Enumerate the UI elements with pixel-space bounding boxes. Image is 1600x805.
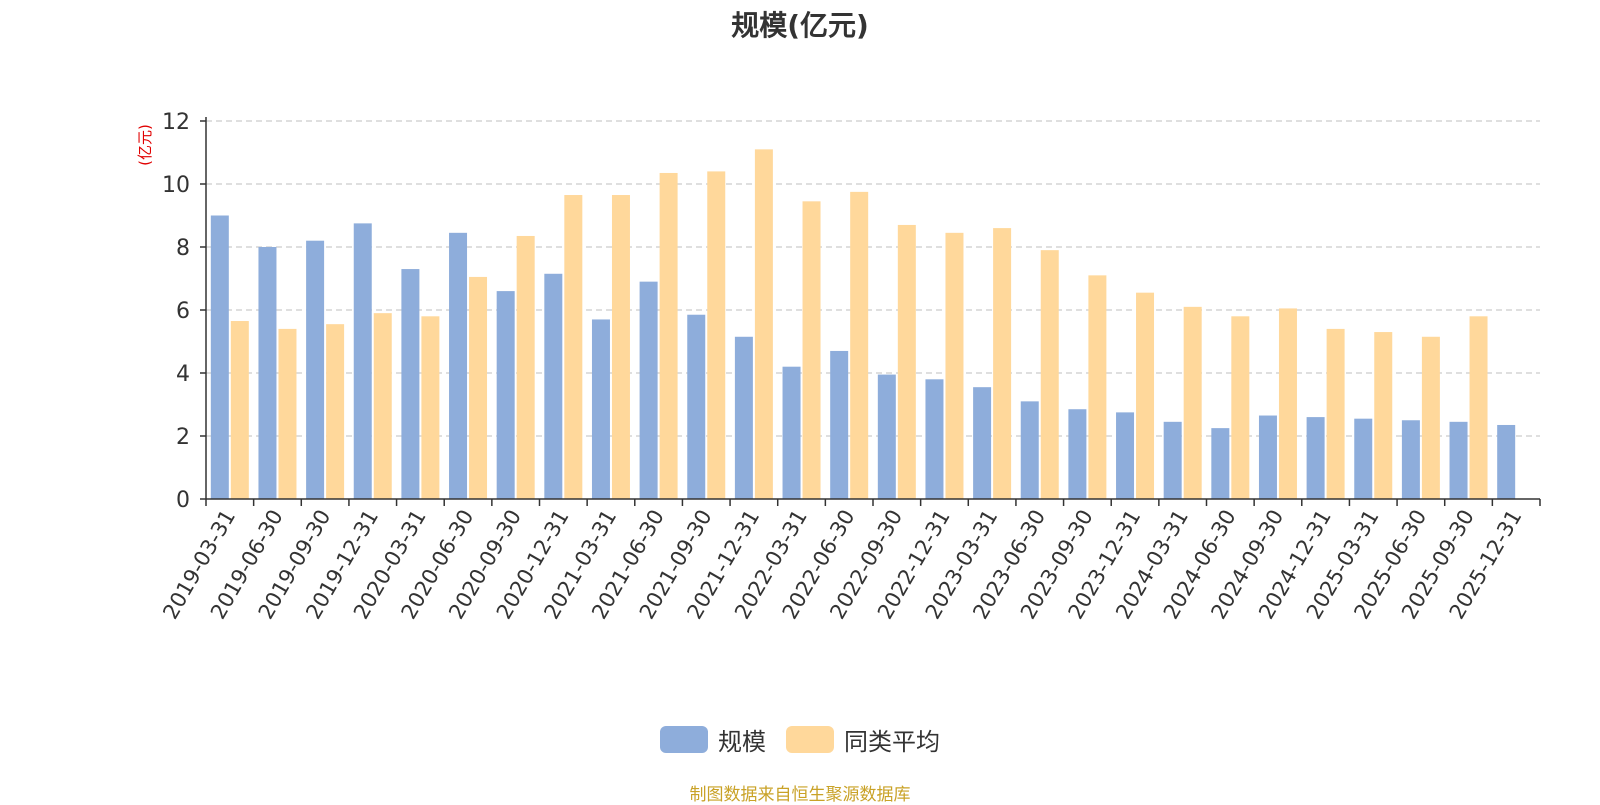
legend-label-scale: 规模: [718, 728, 766, 756]
bar-scale[interactable]: [1211, 428, 1230, 499]
y-tick-label: 12: [162, 110, 190, 135]
bar-peer-average[interactable]: [659, 172, 678, 499]
bar-scale[interactable]: [925, 379, 944, 499]
bar-peer-average[interactable]: [230, 321, 249, 499]
chart-title: 规模(亿元): [731, 9, 869, 42]
bar-peer-average[interactable]: [469, 276, 488, 499]
bar-scale[interactable]: [496, 291, 515, 499]
bar-scale[interactable]: [544, 273, 563, 499]
bar-scale[interactable]: [1354, 418, 1373, 499]
y-tick-label: 10: [162, 173, 190, 198]
source-note: 制图数据来自恒生聚源数据库: [689, 785, 911, 805]
bar-scale[interactable]: [687, 314, 706, 499]
bar-peer-average[interactable]: [802, 201, 821, 499]
bar-scale[interactable]: [1068, 409, 1087, 499]
bar-peer-average[interactable]: [1183, 306, 1202, 499]
y-axis-label: (亿元): [136, 124, 154, 166]
bar-scale[interactable]: [782, 366, 801, 499]
bar-scale[interactable]: [591, 319, 610, 499]
legend-swatch-scale: [660, 726, 708, 753]
y-tick-label: 2: [176, 425, 190, 450]
bar-peer-average[interactable]: [945, 232, 964, 499]
bar-scale[interactable]: [1401, 420, 1420, 499]
bar-peer-average[interactable]: [373, 313, 392, 499]
bar-peer-average[interactable]: [278, 328, 297, 499]
bar-scale[interactable]: [258, 247, 277, 499]
bar-scale[interactable]: [401, 269, 420, 499]
legend-swatch-peer-average: [786, 726, 834, 753]
bar-peer-average[interactable]: [564, 195, 583, 499]
bar-peer-average[interactable]: [707, 171, 726, 499]
bar-scale[interactable]: [877, 374, 896, 499]
y-tick-label: 8: [176, 236, 190, 261]
bars: [210, 149, 1516, 500]
bar-scale[interactable]: [449, 232, 468, 499]
bar-scale[interactable]: [1306, 417, 1325, 499]
bar-scale[interactable]: [210, 215, 229, 500]
bar-peer-average[interactable]: [1421, 336, 1440, 499]
bar-peer-average[interactable]: [850, 191, 869, 499]
bar-scale[interactable]: [1163, 421, 1182, 499]
bar-peer-average[interactable]: [1278, 308, 1297, 499]
bar-scale[interactable]: [830, 350, 849, 499]
bar-scale[interactable]: [1020, 401, 1039, 499]
bar-scale[interactable]: [734, 336, 753, 499]
bar-scale[interactable]: [1497, 424, 1516, 499]
bar-scale[interactable]: [353, 223, 372, 499]
bar-scale[interactable]: [1258, 415, 1277, 499]
bar-peer-average[interactable]: [1374, 332, 1393, 499]
y-tick-label: 6: [176, 299, 190, 324]
bar-scale[interactable]: [1116, 412, 1135, 499]
bar-scale[interactable]: [639, 281, 658, 499]
bar-peer-average[interactable]: [1040, 250, 1059, 499]
bar-peer-average[interactable]: [326, 324, 345, 499]
y-tick-label: 0: [176, 488, 190, 513]
bar-scale[interactable]: [1449, 421, 1468, 499]
legend: 规模 同类平均: [0, 722, 1600, 757]
y-tick-label: 4: [176, 362, 190, 387]
bar-peer-average[interactable]: [1469, 316, 1488, 499]
bar-peer-average[interactable]: [516, 235, 535, 499]
bar-peer-average[interactable]: [611, 195, 630, 499]
bar-peer-average[interactable]: [754, 149, 773, 499]
bar-peer-average[interactable]: [1136, 292, 1155, 499]
bar-scale[interactable]: [973, 387, 992, 499]
bar-peer-average[interactable]: [1326, 328, 1345, 499]
legend-item-scale[interactable]: 规模: [660, 722, 766, 757]
bar-peer-average[interactable]: [993, 228, 1012, 499]
legend-item-peer-average[interactable]: 同类平均: [786, 722, 940, 757]
legend-label-peer-average: 同类平均: [844, 728, 940, 756]
bar-scale[interactable]: [306, 240, 325, 499]
bar-peer-average[interactable]: [1088, 275, 1107, 499]
bar-peer-average[interactable]: [897, 224, 916, 499]
bar-peer-average[interactable]: [421, 316, 440, 499]
bar-peer-average[interactable]: [1231, 316, 1250, 499]
